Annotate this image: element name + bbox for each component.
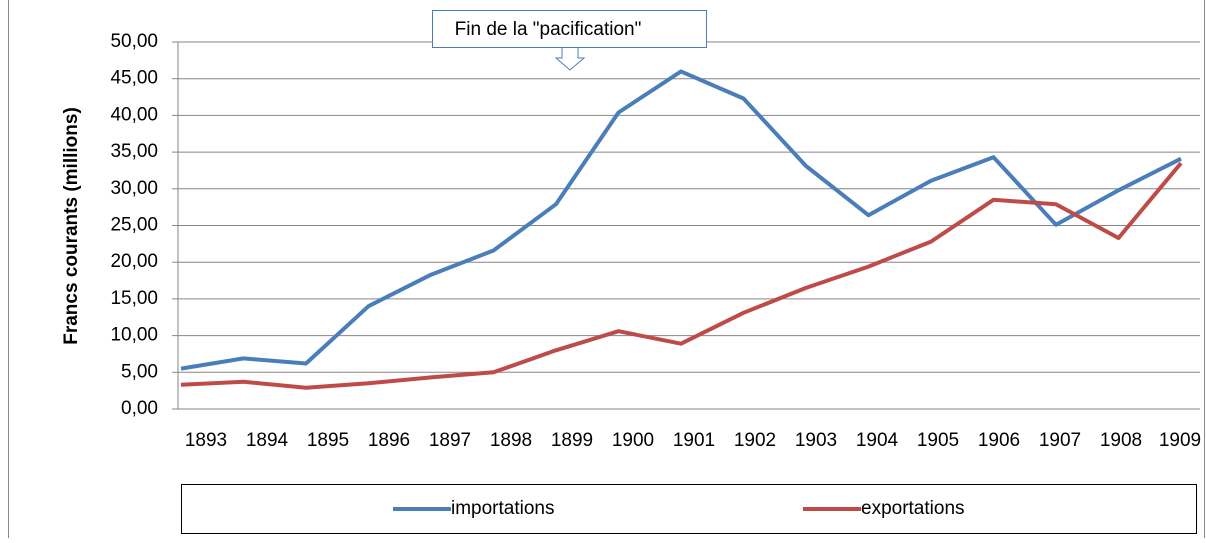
legend-box <box>181 484 1197 534</box>
y-tick-label: 45,00 <box>110 68 158 89</box>
y-tick-label: 30,00 <box>110 178 158 199</box>
y-tick-label: 50,00 <box>110 31 158 52</box>
y-tick-label: 15,00 <box>110 288 158 309</box>
legend-label: exportations <box>861 498 965 519</box>
x-tick-label: 1903 <box>795 430 837 451</box>
series-line <box>180 161 1183 390</box>
y-tick-label: 25,00 <box>110 215 158 236</box>
y-tick-label: 10,00 <box>110 325 158 346</box>
x-tick-label: 1900 <box>612 430 654 451</box>
y-tick-label: 20,00 <box>110 251 158 272</box>
y-tick-label: 35,00 <box>110 141 158 162</box>
x-tick-label: 1894 <box>246 430 289 451</box>
x-tick-label: 1909 <box>1159 430 1201 451</box>
x-tick-label: 1907 <box>1039 430 1081 451</box>
y-tick-label: 5,00 <box>121 361 158 382</box>
legend-label: importations <box>451 498 555 519</box>
x-tick-label: 1906 <box>978 430 1020 451</box>
x-tick-label: 1896 <box>368 430 410 451</box>
y-tick-label: 0,00 <box>121 398 158 419</box>
x-tick-label: 1908 <box>1100 430 1142 451</box>
x-tick-label: 1905 <box>917 430 959 451</box>
annotation: Fin de la "pacification" <box>455 19 642 40</box>
y-axis-title: Francs courants (millions) <box>61 107 82 345</box>
x-tick-label: 1897 <box>429 430 471 451</box>
x-tick-label: 1898 <box>490 430 532 451</box>
annotation-box <box>432 10 707 48</box>
annotation-arrow <box>554 48 586 71</box>
x-tick-label: 1899 <box>551 430 593 451</box>
x-tick-label: 1895 <box>307 430 349 451</box>
series-line <box>180 69 1182 371</box>
chart-frame <box>8 0 1205 543</box>
y-tick-label: 40,00 <box>110 104 158 125</box>
x-tick-label: 1904 <box>856 430 899 451</box>
x-tick-label: 1902 <box>734 430 776 451</box>
x-tick-label: 1893 <box>185 430 227 451</box>
x-tick-label: 1901 <box>673 430 715 451</box>
